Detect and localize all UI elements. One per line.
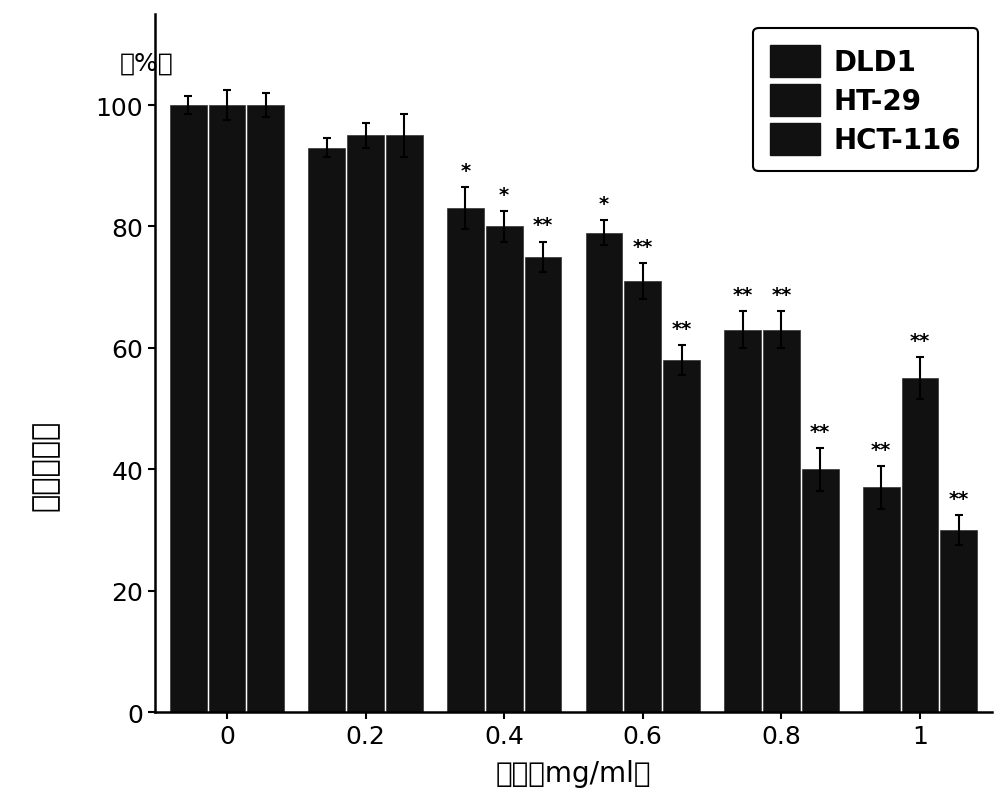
Text: **: **	[672, 319, 692, 338]
Bar	[170, 106, 206, 712]
Text: **: **	[810, 422, 831, 441]
Text: **: **	[909, 331, 930, 350]
Bar	[724, 330, 761, 712]
Bar	[901, 379, 939, 712]
Text: **: **	[949, 489, 969, 508]
Text: *: *	[599, 195, 609, 214]
Bar	[447, 209, 483, 712]
X-axis label: 浓度（mg/ml）: 浓度（mg/ml）	[495, 759, 652, 787]
Text: **: **	[632, 237, 653, 257]
Bar	[802, 470, 839, 712]
Bar	[863, 488, 899, 712]
Bar	[347, 136, 384, 712]
Text: *: *	[499, 186, 510, 205]
Bar	[624, 282, 662, 712]
Text: **: **	[871, 440, 891, 460]
Bar	[585, 233, 622, 712]
Bar	[208, 106, 246, 712]
Text: **: **	[732, 286, 752, 305]
Bar	[386, 136, 423, 712]
Bar	[763, 330, 800, 712]
Legend: DLD1, HT-29, HCT-116: DLD1, HT-29, HCT-116	[753, 29, 978, 172]
Text: **: **	[771, 286, 792, 305]
Bar	[485, 227, 523, 712]
Bar	[308, 148, 345, 712]
Text: 细胞存活率: 细胞存活率	[31, 419, 59, 511]
Text: （%）: （%）	[120, 51, 173, 75]
Bar	[941, 530, 977, 712]
Bar	[248, 106, 284, 712]
Text: **: **	[533, 216, 553, 235]
Text: *: *	[460, 161, 470, 180]
Bar	[525, 257, 562, 712]
Bar	[664, 361, 700, 712]
